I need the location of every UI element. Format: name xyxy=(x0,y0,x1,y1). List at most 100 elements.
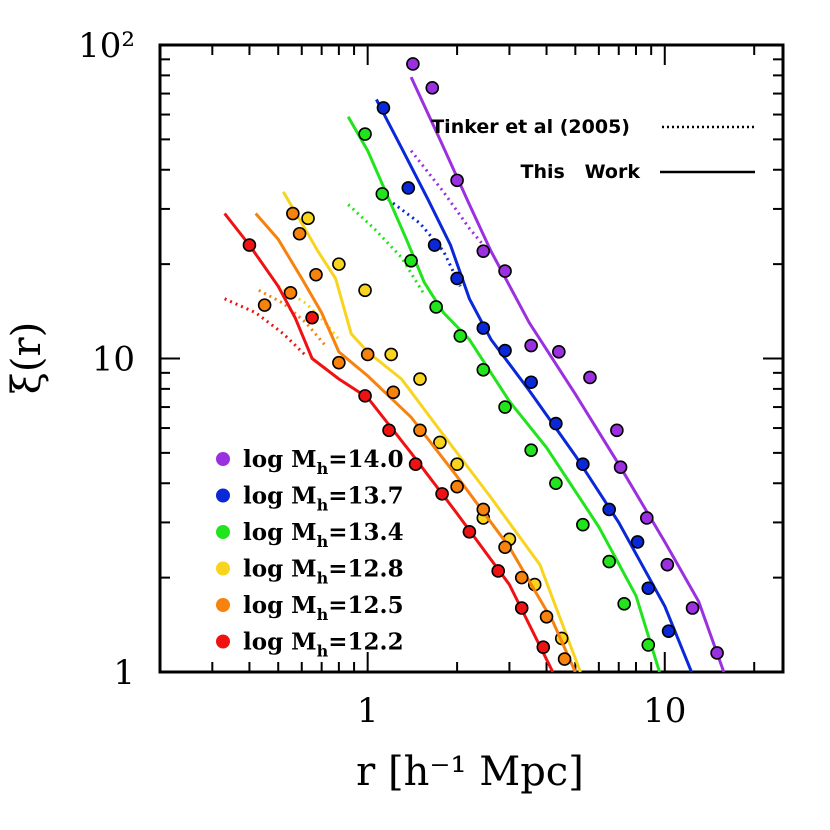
data-point xyxy=(576,517,590,532)
data-point xyxy=(283,286,298,300)
data-point xyxy=(332,355,346,370)
data-point xyxy=(524,375,538,390)
data-point xyxy=(386,385,401,400)
data-point xyxy=(498,540,512,555)
data-point xyxy=(661,624,676,638)
data-point xyxy=(358,283,372,298)
data-point xyxy=(292,226,307,241)
data-point xyxy=(435,487,449,501)
data-point xyxy=(514,601,529,615)
series-group xyxy=(346,116,661,672)
series-legend-label: log Mh=12.5 xyxy=(243,592,404,624)
series-legend-marker xyxy=(216,488,230,503)
data-point xyxy=(413,423,427,438)
data-point xyxy=(539,609,554,624)
data-point xyxy=(524,443,538,457)
data-point xyxy=(476,321,491,335)
data-point xyxy=(476,363,491,377)
y-tick-label: 1 xyxy=(113,653,135,693)
data-point xyxy=(404,253,418,268)
this-work-solid-line xyxy=(409,76,726,672)
series-legend: log Mh=14.0 log Mh=13.7 log Mh=13.4 log Mh=… xyxy=(216,446,404,661)
y-tick-label: 10² xyxy=(78,26,135,66)
series-legend-marker xyxy=(216,598,230,612)
data-point xyxy=(640,511,654,525)
data-point xyxy=(332,257,346,271)
data-point xyxy=(462,525,477,539)
series-legend-label: log Mh=13.4 xyxy=(243,519,404,551)
series-group xyxy=(254,206,577,672)
this-work-solid-line xyxy=(346,116,661,672)
y-axis-label: ξ(r) xyxy=(4,322,50,394)
data-point xyxy=(491,564,505,578)
series-legend-marker xyxy=(216,452,230,466)
data-point xyxy=(286,206,300,221)
x-tick-label: 1 xyxy=(357,691,379,731)
data-point xyxy=(524,338,538,353)
x-tick-label: 10 xyxy=(643,691,686,731)
data-point xyxy=(641,638,656,652)
data-point xyxy=(450,173,464,188)
series-legend-label: log Mh=13.7 xyxy=(243,483,404,515)
this-work-solid-line xyxy=(375,98,693,672)
data-point xyxy=(549,476,563,491)
series-legend-label: log Mh=12.8 xyxy=(243,556,404,588)
data-point xyxy=(450,457,464,472)
data-point xyxy=(375,187,390,201)
data-point xyxy=(450,271,464,286)
data-point xyxy=(257,298,272,312)
series-group xyxy=(223,212,555,672)
data-point xyxy=(427,238,442,252)
data-point xyxy=(552,345,566,359)
legend-label-this-work: This Work xyxy=(521,161,641,183)
data-point xyxy=(602,554,616,569)
legend-label-tinker: Tinker et al (2005) xyxy=(431,116,630,138)
data-point xyxy=(408,457,423,472)
series-legend-label: log Mh=14.0 xyxy=(243,446,404,478)
data-point xyxy=(576,457,590,472)
data-point xyxy=(610,423,624,438)
data-point xyxy=(358,127,372,141)
data-point xyxy=(450,479,464,494)
series-legend-marker xyxy=(216,634,230,649)
data-point xyxy=(557,652,572,666)
series-group xyxy=(406,57,726,672)
axis-ticks xyxy=(159,45,783,672)
data-point xyxy=(602,502,616,517)
x-axis-label: r [h⁻¹ Mpc] xyxy=(356,749,584,795)
data-point xyxy=(413,372,427,386)
data-point xyxy=(613,460,628,475)
data-point xyxy=(514,570,529,585)
data-point xyxy=(429,300,443,314)
data-point xyxy=(360,347,375,362)
series-group xyxy=(375,98,693,672)
data-point xyxy=(583,370,597,385)
data-point xyxy=(617,597,631,611)
data-point xyxy=(382,423,396,438)
data-point xyxy=(406,57,420,71)
data-point xyxy=(301,211,315,226)
data-point xyxy=(358,389,372,403)
tinker-dotted-line xyxy=(258,288,327,347)
data-point xyxy=(309,267,323,282)
axis-tick-labels: 1 10 1 10 10² xyxy=(78,26,686,731)
data-point xyxy=(401,181,416,195)
data-point xyxy=(498,343,512,358)
data-point xyxy=(630,535,645,549)
tinker-dotted-line xyxy=(223,297,308,357)
data-point xyxy=(549,416,563,431)
series-legend-label: log Mh=12.2 xyxy=(243,629,404,661)
tinker-dotted-line xyxy=(347,203,426,296)
y-tick-label: 10 xyxy=(92,340,135,380)
tinker-dotted-line xyxy=(409,149,490,253)
data-point xyxy=(433,435,447,450)
data-point xyxy=(376,101,391,115)
legend: Tinker et al (2005) This Work xyxy=(431,116,755,183)
data-point xyxy=(536,640,551,654)
data-point xyxy=(660,557,675,572)
data-point xyxy=(498,400,512,414)
data-point xyxy=(710,646,724,660)
this-work-solid-line xyxy=(223,212,555,672)
series-legend-marker xyxy=(216,525,230,539)
